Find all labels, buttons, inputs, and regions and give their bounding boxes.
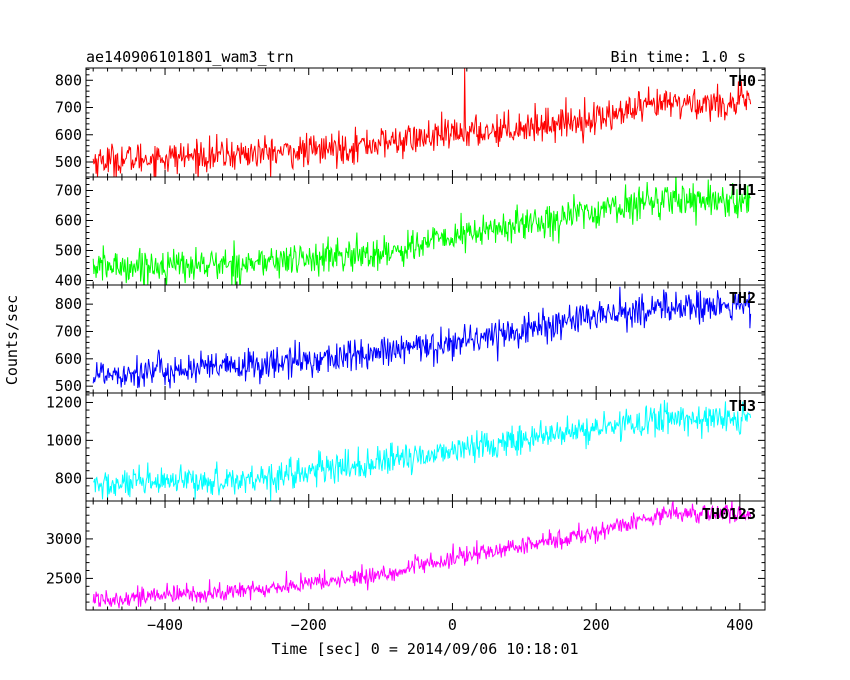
panel-frame-th3: [85, 392, 766, 502]
panel-th0: 500 600 700 800 TH0: [55, 67, 766, 178]
x-axis-label: Time [sec] 0 = 2014/09/06 10:18:01: [271, 640, 578, 658]
y-axis-label: Counts/sec: [3, 295, 21, 385]
panel-frame-th0: [85, 67, 766, 178]
x-tick-label: 400: [726, 616, 753, 634]
y-tick-label: 700: [55, 322, 82, 340]
panel-th3: 800 1000 1200 TH3: [46, 392, 766, 502]
x-tick-label: 0: [448, 616, 457, 634]
y-tick-label: 1000: [46, 431, 82, 449]
y-tick-label: 800: [55, 71, 82, 89]
panel-th2: 500 600 700 800 TH2: [55, 284, 766, 395]
y-tick-label: 800: [55, 469, 82, 487]
series-line-th2: [92, 286, 752, 389]
series-line-th3: [93, 400, 752, 501]
panel-label-th0123: TH0123: [702, 505, 756, 523]
panel-label-th0: TH0: [729, 72, 756, 90]
panels-group: 500 600 700 800 TH0 400 500 600 700 TH1 500 600 700 8…: [46, 67, 766, 634]
x-tick-label: −400: [147, 616, 183, 634]
x-tick-label: −200: [291, 616, 327, 634]
y-tick-label: 500: [55, 242, 82, 260]
x-tick-label: 200: [583, 616, 610, 634]
series-line-th0123: [92, 501, 752, 609]
y-tick-label: 700: [55, 182, 82, 200]
y-tick-label: 500: [55, 153, 82, 171]
panel-th1: 400 500 600 700 TH1: [55, 176, 766, 290]
series-line-th1: [92, 177, 751, 285]
panel-label-th2: TH2: [729, 289, 756, 307]
panel-label-th3: TH3: [729, 397, 756, 415]
panel-th0123: 2500 3000 TH0123: [46, 500, 766, 611]
y-tick-label: 600: [55, 350, 82, 368]
y-tick-label: 600: [55, 126, 82, 144]
y-tick-label: 2500: [46, 569, 82, 587]
panel-frame-th0123: [85, 500, 766, 611]
y-tick-label: 800: [55, 295, 82, 313]
bin-time-label: Bin time: 1.0 s: [611, 48, 746, 66]
y-tick-label: 500: [55, 377, 82, 395]
y-tick-label: 400: [55, 272, 82, 290]
y-tick-label: 1200: [46, 393, 82, 411]
chart-title: ae140906101801_wam3_trn: [86, 48, 294, 66]
y-tick-label: 600: [55, 212, 82, 230]
y-tick-label: 3000: [46, 530, 82, 548]
y-tick-label: 700: [55, 99, 82, 117]
panel-label-th1: TH1: [729, 181, 756, 199]
series-line-th0: [92, 68, 752, 177]
panel-frame-th1: [85, 176, 766, 286]
